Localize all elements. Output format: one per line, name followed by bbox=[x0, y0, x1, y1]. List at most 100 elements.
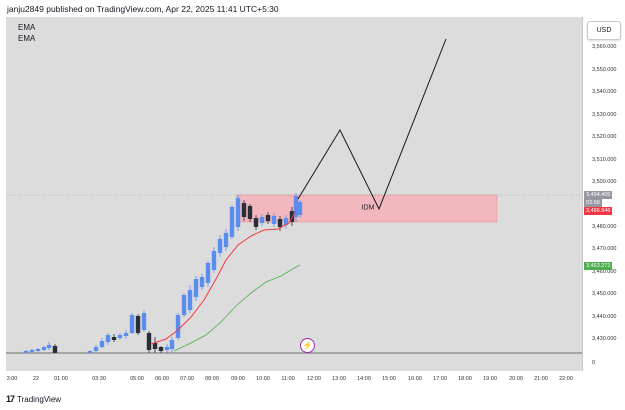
candle-bearish bbox=[135, 316, 141, 333]
y-tick: 3,530.000 bbox=[592, 112, 617, 118]
candle-bearish bbox=[152, 343, 158, 349]
candle-bullish bbox=[117, 335, 123, 338]
ema-slow-line bbox=[173, 264, 301, 352]
y-tick: 3,430.000 bbox=[592, 336, 617, 342]
candle-bearish bbox=[277, 219, 283, 227]
candle-bullish bbox=[41, 347, 47, 350]
candle-bearish bbox=[253, 218, 259, 227]
candle-bullish bbox=[211, 251, 217, 270]
x-tick: 19:00 bbox=[483, 376, 497, 382]
x-tick: 13:00 bbox=[332, 376, 346, 382]
x-tick: 12:00 bbox=[307, 376, 321, 382]
candles-group bbox=[23, 193, 303, 353]
y-tick: 3,470.000 bbox=[592, 246, 617, 252]
candle-bullish bbox=[297, 202, 303, 215]
candle-bullish bbox=[141, 313, 147, 330]
candle-bearish bbox=[241, 203, 247, 217]
y-tick: 3,550.000 bbox=[592, 67, 617, 73]
projection-path[interactable] bbox=[297, 38, 447, 211]
lightning-icon[interactable]: ⚡ bbox=[300, 338, 315, 353]
candle-bullish bbox=[169, 340, 175, 349]
candle-bullish bbox=[199, 277, 205, 287]
ema-fast-line bbox=[150, 210, 297, 345]
x-tick: 08:00 bbox=[205, 376, 219, 382]
candle-bullish bbox=[164, 347, 170, 350]
y-tick: 3,480.000 bbox=[592, 224, 617, 230]
candle-bullish bbox=[271, 216, 277, 224]
x-tick: 06:00 bbox=[155, 376, 169, 382]
candle-bullish bbox=[93, 347, 99, 351]
x-tick: 16:00 bbox=[408, 376, 422, 382]
candle-bullish bbox=[123, 333, 129, 336]
candle-bearish bbox=[146, 333, 152, 350]
currency-button[interactable]: USD bbox=[587, 21, 621, 40]
candle-bullish bbox=[235, 198, 241, 227]
ema-fast-price-tag: 3,486.946 bbox=[584, 207, 613, 215]
footer: 17 TradingView bbox=[6, 394, 61, 404]
candle-bearish bbox=[52, 346, 58, 353]
candle-bullish bbox=[205, 263, 211, 283]
candle-bullish bbox=[259, 217, 265, 223]
publisher-line: janju2849 published on TradingView.com, … bbox=[7, 4, 279, 14]
candle-bullish bbox=[293, 196, 299, 217]
candle-bullish bbox=[181, 295, 187, 315]
x-tick: 07:00 bbox=[180, 376, 194, 382]
y-tick: 3,460.000 bbox=[592, 269, 617, 275]
candle-bearish bbox=[289, 211, 295, 222]
idm-label: IDM bbox=[361, 204, 375, 212]
candle-bullish bbox=[217, 239, 223, 253]
candle-bullish bbox=[35, 349, 41, 351]
y-tick: 3,520.000 bbox=[592, 134, 617, 140]
y-tick: 3,510.000 bbox=[592, 157, 617, 163]
countdown-tag: 03:58 bbox=[584, 199, 602, 207]
y-tick: 3,450.000 bbox=[592, 291, 617, 297]
tradingview-logo-icon[interactable]: 17 bbox=[6, 394, 15, 404]
candle-bullish bbox=[187, 290, 193, 310]
last-price-tag: 3,494.405 bbox=[584, 191, 613, 199]
candle-bullish bbox=[283, 218, 289, 225]
candle-bearish bbox=[111, 337, 117, 340]
candle-bullish bbox=[223, 233, 229, 247]
candle-bullish bbox=[229, 207, 235, 237]
price-axis[interactable]: USD 3,560.000 3,550.000 3,540.000 3,530.… bbox=[582, 17, 625, 371]
candle-bullish bbox=[175, 315, 181, 338]
candle-bullish bbox=[23, 351, 29, 353]
candle-bearish bbox=[158, 347, 164, 351]
x-tick: 17:00 bbox=[433, 376, 447, 382]
chart-svg bbox=[6, 38, 582, 354]
time-axis[interactable]: 3:00 22 01:00 03:30 05:00 06:00 07:00 08… bbox=[0, 371, 625, 389]
chart-plot-area[interactable]: EMA EMA IDM ⚡ bbox=[6, 17, 582, 371]
x-tick: 18:00 bbox=[458, 376, 472, 382]
x-tick: 09:00 bbox=[231, 376, 245, 382]
x-tick: 05:00 bbox=[130, 376, 144, 382]
x-tick: 20:00 bbox=[509, 376, 523, 382]
y-tick: 0 bbox=[592, 360, 596, 366]
x-tick: 10:00 bbox=[256, 376, 270, 382]
y-tick: 3,440.000 bbox=[592, 314, 617, 320]
candle-bullish bbox=[129, 315, 135, 333]
x-tick: 15:00 bbox=[382, 376, 396, 382]
x-tick: 22:00 bbox=[559, 376, 573, 382]
candle-bullish bbox=[87, 351, 93, 353]
candle-bullish bbox=[105, 335, 111, 342]
candle-bullish bbox=[29, 350, 35, 352]
candle-bullish bbox=[193, 279, 199, 297]
ema-slow-price-tag: 3,463.271 bbox=[584, 262, 613, 270]
x-tick: 21:00 bbox=[534, 376, 548, 382]
candle-bearish bbox=[247, 206, 253, 219]
legend-ema-1[interactable]: EMA bbox=[18, 23, 36, 32]
candle-bearish bbox=[265, 215, 271, 221]
y-tick: 3,500.000 bbox=[592, 179, 617, 185]
y-tick: 3,540.000 bbox=[592, 89, 617, 95]
legend-ema-2[interactable]: EMA bbox=[18, 34, 36, 43]
x-tick: 01:00 bbox=[54, 376, 68, 382]
x-tick: 11:00 bbox=[281, 376, 295, 382]
x-tick: 14:00 bbox=[357, 376, 371, 382]
x-tick: 03:30 bbox=[92, 376, 106, 382]
candle-bullish bbox=[46, 345, 52, 348]
y-tick: 3,560.000 bbox=[592, 44, 617, 50]
x-tick: 3:00 bbox=[6, 376, 18, 382]
candle-bullish bbox=[99, 341, 105, 347]
x-tick: 22 bbox=[32, 376, 40, 382]
brand-name[interactable]: TradingView bbox=[17, 394, 62, 404]
